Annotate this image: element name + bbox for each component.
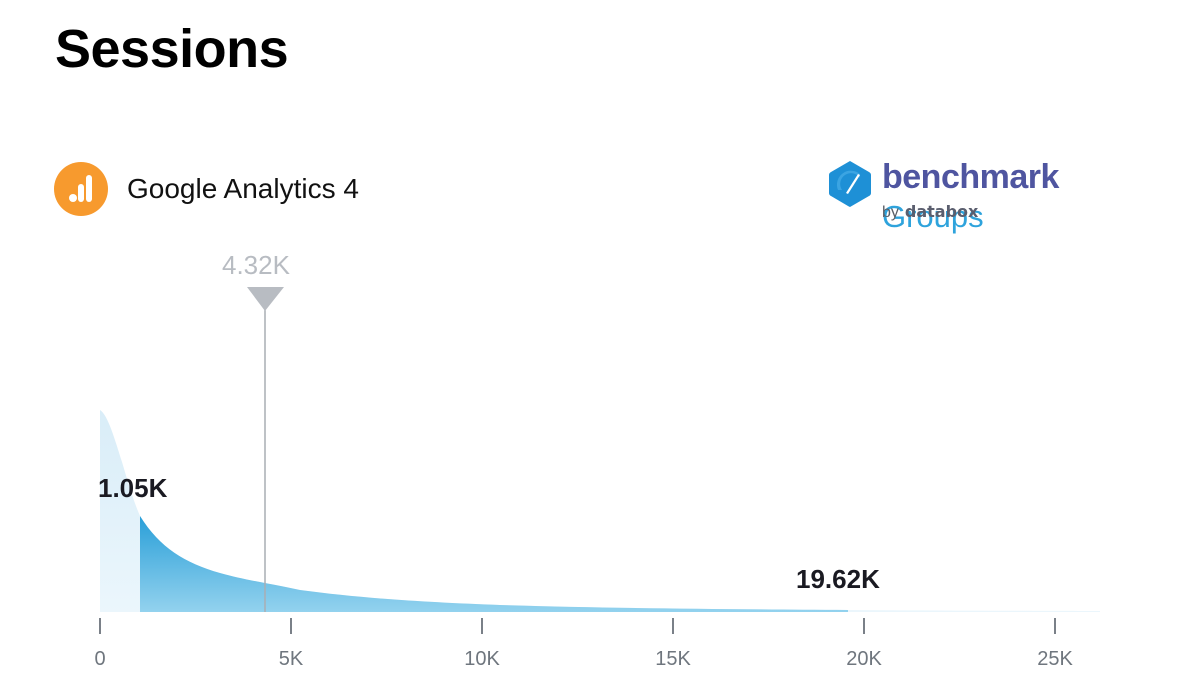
x-tick-label: 25K	[1037, 648, 1073, 670]
brand-by: by	[882, 204, 899, 221]
x-tick-label: 5K	[278, 648, 304, 670]
benchmark-groups-logo: benchmark Groups by databox	[828, 158, 1168, 234]
google-analytics-icon	[54, 162, 108, 216]
x-tick-label: 10K	[464, 648, 500, 670]
marker-triangle-icon	[247, 287, 284, 311]
brand-name: benchmark Groups	[882, 158, 1168, 236]
benchmark-hex-icon	[829, 161, 871, 207]
x-tick-label: 20K	[846, 648, 882, 670]
x-axis-ticks	[99, 618, 1056, 634]
x-tick-label: 0	[94, 648, 106, 670]
page-title: Sessions	[55, 19, 289, 79]
range-low-label: 1.05K	[98, 473, 168, 503]
range-high-label: 19.62K	[796, 564, 880, 594]
x-tick-label: 15K	[655, 648, 691, 670]
data-source: Google Analytics 4	[54, 162, 359, 216]
source-name: Google Analytics 4	[127, 173, 359, 204]
brand-company: databox	[904, 202, 979, 221]
brand-name-groups: Groups	[882, 199, 984, 234]
brand-byline: by databox	[882, 202, 978, 222]
distribution-highlight-area	[140, 516, 848, 612]
brand-name-bold: benchmark	[882, 158, 1059, 196]
marker-value-label: 4.32K	[222, 250, 290, 280]
